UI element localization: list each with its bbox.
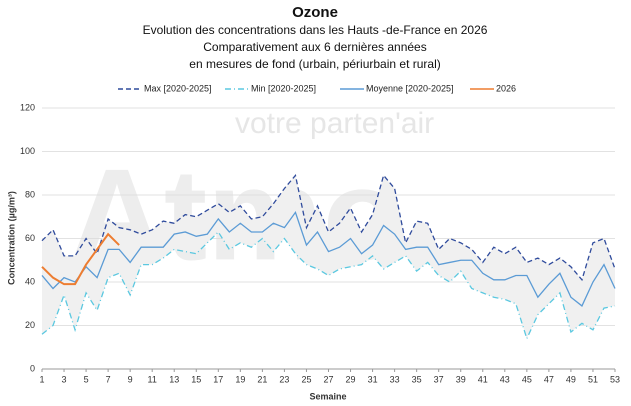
y-tick-label: 0 bbox=[30, 363, 35, 373]
x-tick-label: 1 bbox=[39, 374, 44, 384]
legend-label: Max [2020-2025] bbox=[144, 83, 212, 93]
line-series bbox=[41, 210, 616, 307]
band bbox=[42, 175, 615, 339]
x-tick-label: 49 bbox=[566, 374, 576, 384]
chart-subtitle: Comparativement aux 6 dernières années bbox=[203, 40, 426, 54]
x-tick-label: 9 bbox=[128, 374, 133, 384]
x-tick-label: 7 bbox=[106, 374, 111, 384]
x-tick-label: 3 bbox=[62, 374, 67, 384]
y-tick-label: 120 bbox=[20, 102, 35, 112]
x-tick-label: 41 bbox=[478, 374, 488, 384]
x-tick-label: 35 bbox=[412, 374, 422, 384]
x-tick-label: 13 bbox=[169, 374, 179, 384]
x-axis-label: Semaine bbox=[309, 391, 346, 401]
line-series bbox=[41, 230, 616, 341]
y-tick-label: 40 bbox=[25, 276, 35, 286]
x-tick-label: 37 bbox=[434, 374, 444, 384]
y-tick-label: 20 bbox=[25, 320, 35, 330]
x-tick-label: 15 bbox=[191, 374, 201, 384]
x-tick-label: 39 bbox=[456, 374, 466, 384]
x-tick-label: 33 bbox=[390, 374, 400, 384]
x-tick-label: 51 bbox=[588, 374, 598, 384]
x-tick-label: 27 bbox=[323, 374, 333, 384]
x-tick-label: 21 bbox=[257, 374, 267, 384]
x-tick-label: 17 bbox=[213, 374, 223, 384]
y-tick-label: 100 bbox=[20, 146, 35, 156]
legend-label: 2026 bbox=[496, 83, 516, 93]
watermark-text: votre parten'air bbox=[235, 107, 434, 140]
y-tick-label: 60 bbox=[25, 233, 35, 243]
x-tick-label: 47 bbox=[544, 374, 554, 384]
x-tick-label: 23 bbox=[279, 374, 289, 384]
y-axis-label: Concentration (µg/m³) bbox=[6, 191, 16, 285]
line-series bbox=[41, 232, 120, 286]
x-tick-label: 25 bbox=[301, 374, 311, 384]
x-tick-label: 5 bbox=[84, 374, 89, 384]
x-tick-label: 45 bbox=[522, 374, 532, 384]
chart-subtitle: Evolution des concentrations dans les Ha… bbox=[143, 23, 488, 37]
legend-label: Moyenne [2020-2025] bbox=[366, 83, 454, 93]
line-series bbox=[41, 173, 616, 282]
y-tick-label: 80 bbox=[25, 189, 35, 199]
x-tick-label: 31 bbox=[368, 374, 378, 384]
x-tick-label: 19 bbox=[235, 374, 245, 384]
chart-subtitle: en mesures de fond (urbain, périurbain e… bbox=[189, 57, 440, 71]
x-tick-label: 29 bbox=[346, 374, 356, 384]
x-tick-label: 53 bbox=[610, 374, 620, 384]
legend-label: Min [2020-2025] bbox=[251, 83, 316, 93]
chart-title: Ozone bbox=[292, 4, 338, 21]
x-tick-label: 43 bbox=[500, 374, 510, 384]
x-tick-label: 11 bbox=[148, 374, 157, 384]
